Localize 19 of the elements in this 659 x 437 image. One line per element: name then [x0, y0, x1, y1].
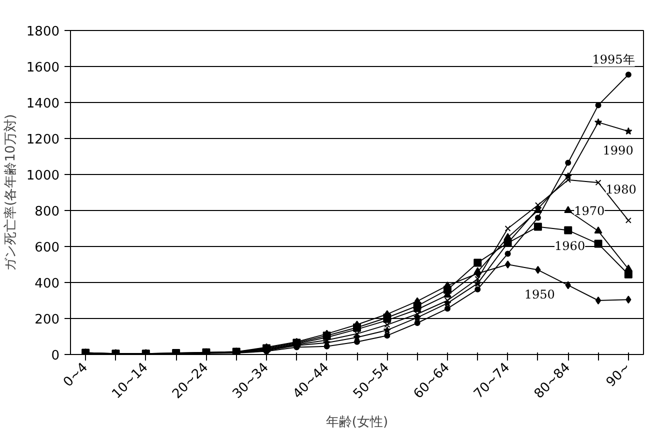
series-label: 1960 [554, 239, 586, 254]
y-tick-label: 200 [34, 312, 60, 328]
y-tick-label: 1200 [26, 132, 60, 148]
y-tick-label: 1000 [26, 168, 60, 184]
y-tick-label: 1400 [26, 96, 60, 112]
series-label: 1990 [602, 144, 634, 158]
series-label: 1970 [574, 204, 605, 218]
series-label: 1980 [606, 182, 636, 196]
y-tick-label: 600 [34, 240, 60, 256]
y-tick-label: 1600 [26, 60, 60, 76]
series-label: 1950 [524, 288, 555, 302]
y-tick-label: 400 [34, 276, 60, 292]
y-tick-label: 0 [51, 348, 60, 364]
y-tick-label: 800 [34, 204, 60, 220]
x-tick-label: 90~ [604, 360, 634, 390]
y-tick-label: 1800 [26, 24, 60, 40]
x-axis-title: 年齢(女性) [326, 415, 388, 430]
y-axis-title: ガン死亡率(各年齢10万対) [2, 114, 18, 271]
series-label: 1995年 [592, 52, 635, 66]
